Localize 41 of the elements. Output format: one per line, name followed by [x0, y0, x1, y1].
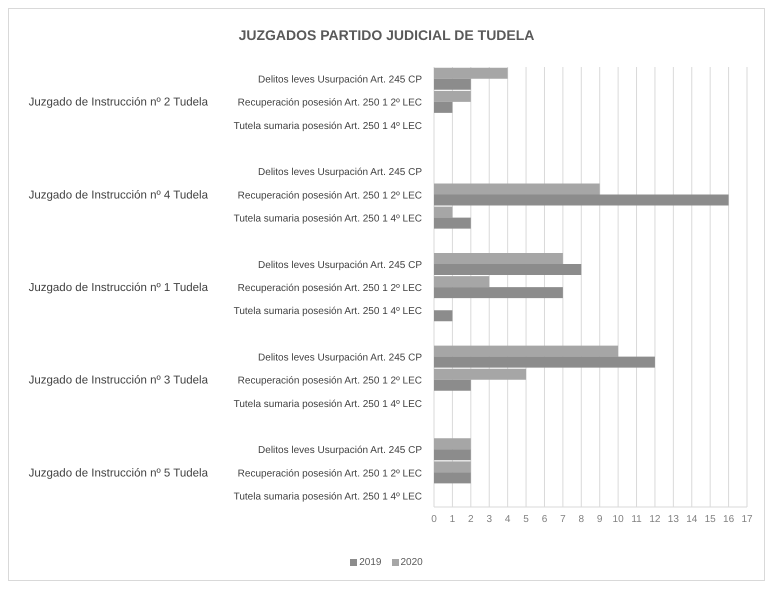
x-tick-label: 7	[560, 514, 566, 526]
x-tick-label: 14	[686, 514, 698, 526]
x-tick-label: 10	[612, 514, 624, 526]
y-tick-label: Delitos leves Usurpación Art. 245 CP	[258, 260, 422, 271]
y-tick-label: Delitos leves Usurpación Art. 245 CP	[258, 74, 422, 86]
legend-label: 2019	[358, 557, 382, 568]
text: Juzgado de Instrucción nº 3 Tudela	[28, 374, 209, 387]
y-tick-label: Recuperación posesión Art. 250 1 2º LEC	[238, 283, 422, 294]
x-tick-label: 5	[523, 514, 530, 526]
x-tick-label: 6	[542, 514, 548, 526]
x-tick-label: 16	[723, 514, 735, 526]
x-tick-label: 13	[668, 514, 680, 526]
y-tick-label: Recuperación posesión Art. 250 1 2º LEC	[238, 98, 422, 109]
y-tick-label: Tutela sumaria posesión Art. 250 1 4º LEC	[234, 214, 422, 225]
text: Juzgado de Instrucción nº 4 Tudela	[28, 189, 209, 202]
text: Juzgado de Instrucción nº 5 Tudela	[28, 467, 209, 480]
y-tick-label: Delitos leves Usurpación Art. 245 CP	[258, 445, 422, 456]
chart-title: JUZGADOS PARTIDO JUDICIAL DE TUDELA	[238, 27, 536, 45]
text: Juzgado de Instrucción nº 1 Tudela	[28, 282, 209, 294]
x-tick-label: 0	[431, 514, 438, 526]
y-tick-label: Tutela sumaria posesión Art. 250 1 4º LEC	[234, 398, 422, 410]
x-tick-label: 3	[486, 514, 492, 526]
y-tick-label: Delitos leves Usurpación Art. 245 CP	[258, 352, 422, 364]
text: Juzgado de Instrucción nº 2 Tudela	[28, 96, 209, 109]
x-tick-label: 15	[704, 514, 716, 526]
x-tick-label: 9	[596, 514, 603, 526]
y-tick-label: Recuperación posesión Art. 250 1 2º LEC	[238, 190, 422, 202]
x-tick-label: 1	[450, 514, 456, 526]
y-tick-label: Tutela sumaria posesión Art. 250 1 4º LEC	[234, 306, 422, 318]
x-tick-label: 11	[631, 514, 642, 526]
y-tick-label: Tutela sumaria posesión Art. 250 1 4º LEC	[234, 491, 422, 502]
y-tick-label: Recuperación posesión Art. 250 1 2º LEC	[238, 468, 422, 480]
x-tick-label: 12	[649, 514, 661, 526]
y-tick-label: Tutela sumaria posesión Art. 250 1 4º LEC	[234, 120, 422, 132]
x-tick-label: 4	[504, 514, 511, 526]
x-tick-label: 8	[578, 514, 585, 526]
y-tick-label: Delitos leves Usurpación Art. 245 CP	[258, 167, 422, 178]
y-tick-label: Recuperación posesión Art. 250 1 2º LEC	[238, 376, 422, 387]
legend-label: 2020	[400, 557, 423, 568]
x-tick-label: 17	[741, 514, 753, 526]
x-tick-label: 2	[468, 514, 474, 526]
